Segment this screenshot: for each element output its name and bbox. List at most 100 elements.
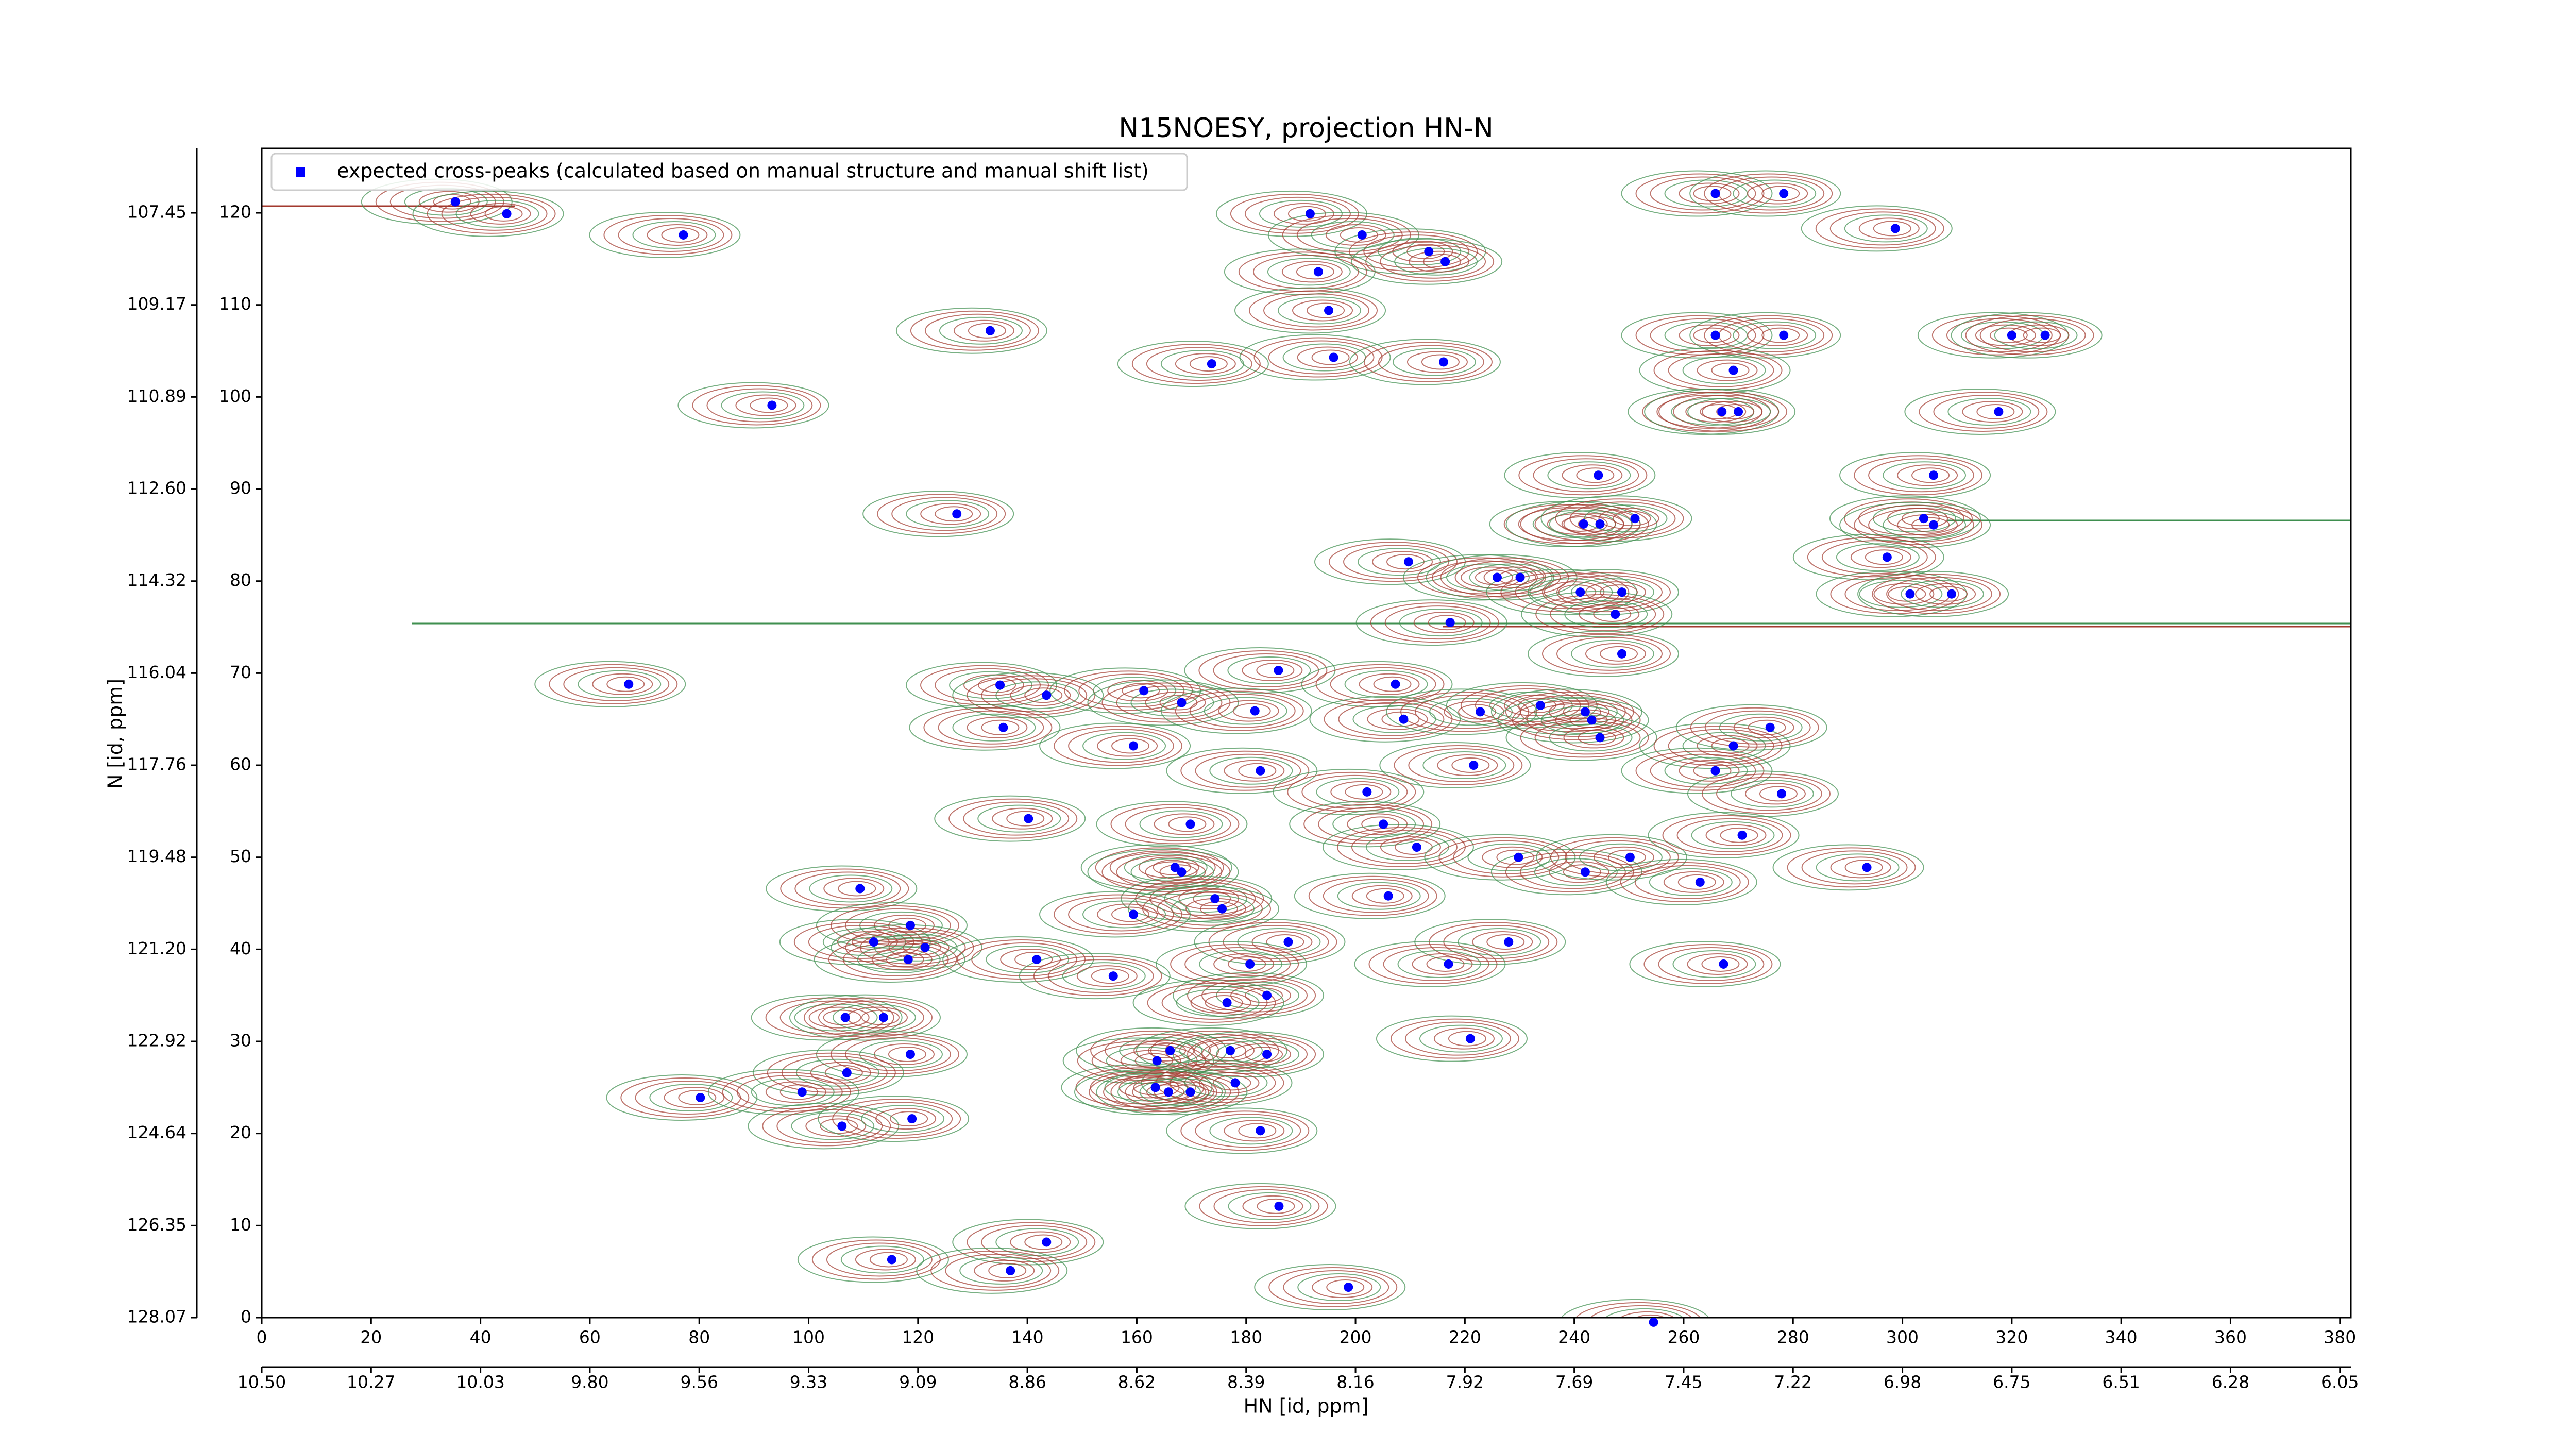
contour [1228, 1192, 1312, 1220]
contour [1534, 858, 1618, 886]
contour [1858, 501, 1964, 536]
contour [1368, 943, 1498, 984]
contour [1000, 949, 1061, 971]
contour [1068, 897, 1175, 932]
cross-peak [952, 509, 962, 519]
contour [957, 939, 1086, 980]
y2-tick-label: 128.07 [127, 1307, 187, 1327]
contour [1351, 885, 1413, 907]
contour [791, 1112, 875, 1140]
cross-peak [1929, 520, 1939, 530]
cross-peak [1862, 863, 1872, 872]
cross-peak [1150, 1083, 1160, 1092]
x2-tick-label: 7.69 [1555, 1372, 1593, 1392]
contour [1693, 186, 1732, 201]
cross-peak [855, 884, 865, 894]
contour [1807, 537, 1936, 578]
cross-peak [1504, 937, 1514, 947]
contour [592, 673, 653, 695]
contour [1213, 1075, 1251, 1091]
contour [1390, 1018, 1519, 1059]
contour [1082, 900, 1166, 929]
cross-peak [905, 920, 915, 930]
contour [1175, 690, 1304, 731]
legend-marker [296, 167, 305, 177]
x2-tick-label: 7.22 [1774, 1372, 1812, 1392]
contour [953, 319, 1014, 342]
contour [797, 1236, 949, 1283]
contour [1082, 732, 1166, 760]
contour-layer [262, 170, 2351, 1318]
cross-peak [1445, 618, 1455, 628]
contour [1253, 337, 1383, 378]
cross-peak [1929, 470, 1939, 480]
contour [1994, 321, 2078, 349]
contour [1579, 843, 1663, 871]
contour [1097, 903, 1158, 925]
contour [1868, 458, 1975, 493]
contour [1865, 549, 1903, 565]
cross-peak [502, 209, 512, 218]
x2-tick-label: 8.86 [1008, 1372, 1046, 1392]
contour [1392, 348, 1476, 376]
contour [1238, 763, 1277, 779]
contour [1613, 511, 1651, 527]
contour [826, 1242, 933, 1277]
contour [1901, 580, 1985, 608]
contour [1868, 508, 1975, 542]
contour [1322, 824, 1474, 871]
contour [1816, 853, 1900, 882]
contour [971, 942, 1078, 977]
contour [832, 1003, 916, 1032]
contour [441, 196, 548, 231]
x2-tick-label: 9.56 [680, 1372, 718, 1392]
contour [846, 1102, 953, 1136]
contour [1446, 682, 1598, 729]
contour [1062, 962, 1146, 990]
contour [455, 199, 539, 228]
contour [1268, 340, 1375, 375]
contour [1733, 179, 1817, 208]
contour [1648, 812, 1800, 858]
contour [1139, 810, 1223, 838]
contour [1105, 1033, 1211, 1068]
y2-tick-label: 121.20 [127, 938, 187, 958]
contour [808, 925, 914, 959]
cross-peak [1717, 407, 1727, 416]
cross-peak [450, 197, 460, 207]
contour [1413, 612, 1475, 634]
y-tick-label: 30 [230, 1031, 251, 1051]
cross-peak [1595, 519, 1605, 529]
contour [1673, 394, 1780, 429]
contour [1886, 577, 1993, 611]
contour [549, 664, 678, 704]
contour [1662, 815, 1791, 855]
contour [1911, 467, 1950, 483]
contour [1490, 688, 1642, 735]
cross-peak [1329, 352, 1338, 362]
cross-peak [1465, 1034, 1475, 1043]
cross-peak [1515, 572, 1525, 582]
contour [1701, 956, 1740, 972]
contour [1131, 344, 1261, 384]
x-tick-label: 260 [1667, 1327, 1700, 1347]
contour [1282, 343, 1366, 372]
contour [1448, 1031, 1486, 1047]
cross-peak [887, 1255, 896, 1265]
contour [1189, 694, 1296, 728]
contour [1406, 351, 1468, 373]
x2-tick-label: 7.92 [1446, 1372, 1484, 1392]
contour [805, 1115, 867, 1137]
x-tick-label: 60 [579, 1327, 601, 1347]
y2-tick-label: 117.76 [127, 754, 187, 774]
contour [1254, 1264, 1406, 1311]
contour [1639, 347, 1791, 394]
contour [1505, 500, 1657, 547]
contour [1316, 778, 1400, 806]
contour [1010, 684, 1071, 706]
contour [995, 681, 1079, 710]
contour [1772, 844, 1924, 891]
cross-peak [985, 326, 995, 335]
contour [1370, 602, 1499, 643]
contour [816, 1031, 968, 1078]
